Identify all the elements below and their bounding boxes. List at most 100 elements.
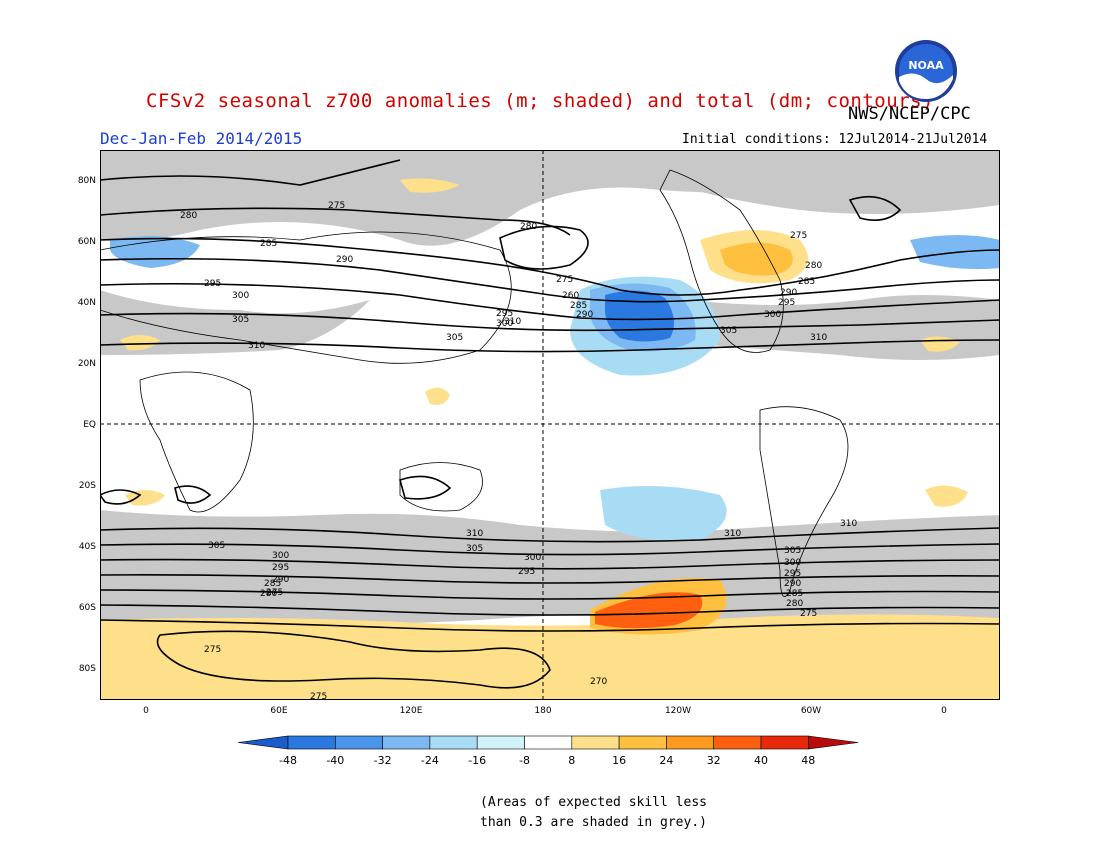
lon-label-60w: 60W xyxy=(800,706,822,716)
contour-label: 275 xyxy=(328,201,345,211)
initial-conditions: Initial conditions: 12Jul2014-21Jul2014 xyxy=(682,132,988,147)
contour-label: 275 xyxy=(266,588,283,598)
contour-label: 275 xyxy=(790,231,807,241)
colorbar: -48 -40 -32 -24 -16 -8 8 16 24 32 40 48 xyxy=(238,735,859,767)
logo-text: NOAA xyxy=(908,59,944,72)
colorbar-cell xyxy=(760,735,809,750)
colorbar-tick-label: 40 xyxy=(754,754,768,767)
lat-label-40s: 40S xyxy=(78,542,96,552)
colorbar-tick-label: 48 xyxy=(801,754,815,767)
contour-labels: 275 280 285 290 295 300 305 310 310 310 … xyxy=(180,201,857,700)
lat-label-60n: 60N xyxy=(77,237,96,247)
contour-label: 310 xyxy=(466,529,483,539)
contour-label: 305 xyxy=(784,546,801,556)
agency-label: NWS/NCEP/CPC xyxy=(848,104,971,124)
contour-label: 305 xyxy=(446,333,463,343)
contour-label: 275 xyxy=(556,275,573,285)
lon-label-0-east: 0 xyxy=(941,706,947,716)
contour-label: 300 xyxy=(232,291,249,301)
contour-label: 290 xyxy=(780,288,797,298)
lon-label-120e: 120E xyxy=(399,706,423,716)
map-frame xyxy=(100,150,1000,700)
contour-label: 275 xyxy=(204,645,221,655)
colorbar-tick-label: -40 xyxy=(326,754,344,767)
contour-label: 300 xyxy=(764,310,781,320)
contour-label: 305 xyxy=(720,326,737,336)
lon-label-120w: 120W xyxy=(664,706,692,716)
contour-label: 300 xyxy=(496,319,513,329)
colorbar-cell xyxy=(713,735,762,750)
contour-label: 280 xyxy=(260,589,277,599)
lon-label-180: 180 xyxy=(534,706,552,716)
colorbar-tick-label: -16 xyxy=(468,754,486,767)
contour-label: 295 xyxy=(204,279,221,289)
colorbar-cell xyxy=(238,735,289,750)
lat-label-80s: 80S xyxy=(78,664,96,674)
contour-label: 275 xyxy=(800,609,817,619)
noaa-logo: NOAA xyxy=(895,40,957,102)
lat-label-20s: 20S xyxy=(78,481,96,491)
contour-label: 305 xyxy=(232,315,249,325)
anomaly-map: 275 280 285 290 295 300 305 310 310 310 … xyxy=(100,150,1000,700)
colorbar-cell xyxy=(382,735,431,750)
contour-label: 300 xyxy=(272,551,289,561)
skill-note: (Areas of expected skill less than 0.3 a… xyxy=(480,793,707,833)
contour-label: 295 xyxy=(272,563,289,573)
lon-label-0: 0 xyxy=(143,706,149,716)
contour-label: 280 xyxy=(180,211,197,221)
contour-label: 280 xyxy=(520,222,537,232)
contour-label: 310 xyxy=(248,341,265,351)
lat-label-60s: 60S xyxy=(78,603,96,613)
contour-label: 310 xyxy=(840,519,857,529)
contour-label: 305 xyxy=(208,541,225,551)
coastlines xyxy=(100,169,849,597)
contour-label: 300 xyxy=(524,553,541,563)
colorbar-tick-label: 8 xyxy=(568,754,575,767)
skill-note-line-1: (Areas of expected skill less xyxy=(480,795,707,810)
contour-label: 300 xyxy=(784,558,801,568)
contour-label: 280 xyxy=(786,599,803,609)
contour-label: 295 xyxy=(518,567,535,577)
colorbar-tick-label: -24 xyxy=(421,754,439,767)
colorbar-tick-label: 24 xyxy=(659,754,673,767)
contour-label: 305 xyxy=(466,544,483,554)
colorbar-tick-label: 16 xyxy=(612,754,626,767)
contour-label: 290 xyxy=(272,575,289,585)
contour-label: 310 xyxy=(724,529,741,539)
lat-label-40n: 40N xyxy=(77,298,96,308)
colorbar-cell xyxy=(571,735,620,750)
colorbar-cell xyxy=(666,735,714,750)
colorbar-tick-label: -8 xyxy=(519,754,530,767)
chart-title: CFSv2 seasonal z700 anomalies (m; shaded… xyxy=(146,90,934,112)
contour-label: 285 xyxy=(570,301,587,311)
skill-note-line-2: than 0.3 are shaded in grey.) xyxy=(480,815,707,830)
positive-anomaly-shading xyxy=(100,178,1000,700)
contour-label: 295 xyxy=(496,309,513,319)
height-contours xyxy=(100,159,1000,689)
contour-label: 285 xyxy=(260,239,277,249)
contour-label: 285 xyxy=(264,579,281,589)
contour-label: 285 xyxy=(798,277,815,287)
colorbar-tick-label: 32 xyxy=(707,754,721,767)
colorbar-cell xyxy=(807,735,859,750)
forecast-period: Dec-Jan-Feb 2014/2015 xyxy=(100,129,303,148)
colorbar-cell xyxy=(618,735,667,750)
lat-label-eq: EQ xyxy=(83,420,96,430)
colorbar-tick-label: -32 xyxy=(374,754,392,767)
contour-label: 295 xyxy=(784,569,801,579)
contour-label: 310 xyxy=(810,333,827,343)
contour-label: 280 xyxy=(805,261,822,271)
contour-label: 285 xyxy=(786,589,803,599)
contour-label: 290 xyxy=(784,579,801,589)
contour-label: 275 xyxy=(310,692,327,700)
colorbar-cell xyxy=(287,735,336,750)
colorbar-cell xyxy=(476,735,525,750)
colorbar-cell xyxy=(524,735,573,750)
lon-label-60e: 60E xyxy=(270,706,288,716)
lat-label-80n: 80N xyxy=(77,176,96,186)
colorbar-cell xyxy=(335,735,383,750)
contour-label: 310 xyxy=(504,317,521,327)
lat-label-20n: 20N xyxy=(77,359,96,369)
colorbar-tick-label: -48 xyxy=(279,754,297,767)
colorbar-cell xyxy=(429,735,478,750)
